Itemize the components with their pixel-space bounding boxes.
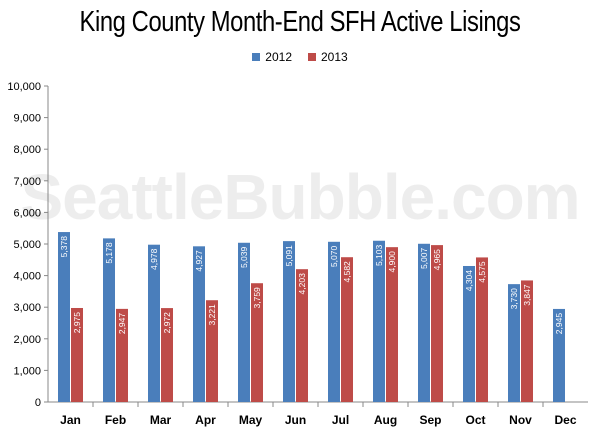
legend-label-2013: 2013 — [321, 50, 348, 64]
y-tick-label: 9,000 — [13, 113, 41, 125]
data-label-2013-nov: 3,847 — [522, 284, 532, 306]
x-tick-label-mar: Mar — [150, 413, 172, 427]
bar-2012-may — [238, 242, 250, 402]
y-tick-label: 2,000 — [13, 334, 41, 346]
legend-label-2012: 2012 — [265, 50, 292, 64]
bar-2013-jun — [296, 269, 308, 402]
legend: 2012 2013 — [0, 50, 600, 64]
bar-2013-aug — [386, 247, 398, 402]
data-label-2013-jan: 2,975 — [72, 312, 82, 334]
x-tick-label-apr: Apr — [195, 413, 216, 427]
data-label-2012-feb: 5,178 — [104, 242, 114, 264]
legend-item-2012: 2012 — [252, 50, 292, 64]
bar-2013-sep — [431, 245, 443, 402]
data-label-2012-mar: 4,978 — [149, 248, 159, 270]
x-tick-label-feb: Feb — [105, 413, 126, 427]
data-label-2013-oct: 4,575 — [477, 261, 487, 283]
bar-2012-apr — [193, 246, 205, 402]
x-tick-label-jun: Jun — [285, 413, 306, 427]
bar-2013-may — [251, 283, 263, 402]
bar-2013-jan — [71, 307, 83, 402]
x-tick-label-nov: Nov — [509, 413, 532, 427]
y-tick-label: 7,000 — [13, 176, 41, 188]
bar-2013-nov — [521, 280, 533, 402]
x-tick-label-may: May — [239, 413, 263, 427]
bar-2012-sep — [418, 243, 430, 402]
y-tick-label: 8,000 — [13, 144, 41, 156]
bar-2012-jun — [283, 241, 295, 402]
bar-2012-nov — [508, 284, 520, 402]
bar-2013-mar — [161, 308, 173, 402]
x-tick-label-aug: Aug — [374, 413, 397, 427]
y-tick-label: 10,000 — [7, 81, 41, 93]
chart-title: King County Month-End SFH Active Lisings — [79, 6, 521, 38]
y-tick-label: 4,000 — [13, 271, 41, 283]
bar-2013-apr — [206, 300, 218, 402]
data-label-2012-nov: 3,730 — [509, 288, 519, 310]
bar-2012-mar — [148, 244, 160, 402]
data-label-2012-dec: 2,945 — [554, 313, 564, 335]
data-label-2013-mar: 2,972 — [162, 312, 172, 334]
data-label-2013-may: 3,759 — [252, 287, 262, 309]
data-label-2012-may: 5,039 — [239, 247, 249, 269]
x-tick-label-dec: Dec — [554, 413, 576, 427]
data-label-2012-oct: 4,304 — [464, 270, 474, 292]
x-tick-label-jan: Jan — [60, 413, 81, 427]
x-tick-label-sep: Sep — [419, 413, 441, 427]
data-label-2012-jun: 5,091 — [284, 245, 294, 267]
data-label-2013-sep: 4,965 — [432, 249, 442, 271]
y-tick-label: 1,000 — [13, 365, 41, 377]
y-tick-label: 0 — [35, 397, 41, 409]
x-tick-label-oct: Oct — [465, 413, 485, 427]
data-label-2013-aug: 4,900 — [387, 251, 397, 273]
data-label-2013-feb: 2,947 — [117, 313, 127, 335]
legend-swatch-2012 — [252, 53, 261, 61]
legend-swatch-2013 — [308, 53, 316, 61]
data-label-2012-apr: 4,927 — [194, 250, 204, 272]
bar-2012-aug — [373, 240, 385, 402]
data-label-2012-jul: 5,070 — [329, 246, 339, 268]
bar-2012-dec — [553, 308, 565, 402]
bar-2012-oct — [463, 265, 475, 402]
data-label-2012-sep: 5,007 — [419, 248, 429, 270]
y-tick-label: 6,000 — [13, 207, 41, 219]
bar-2013-feb — [116, 308, 128, 402]
legend-item-2013: 2013 — [308, 50, 348, 64]
bar-2012-feb — [103, 238, 115, 402]
data-label-2013-jul: 4,582 — [342, 261, 352, 283]
data-label-2013-jun: 4,203 — [297, 273, 307, 295]
bar-2013-jul — [341, 257, 353, 402]
data-label-2013-apr: 3,221 — [207, 304, 217, 326]
data-label-2012-aug: 5,103 — [374, 244, 384, 266]
watermark: SeattleBubble.com — [20, 161, 580, 233]
bar-2012-jan — [58, 232, 70, 402]
data-label-2012-jan: 5,378 — [59, 236, 69, 258]
y-tick-label: 3,000 — [13, 302, 41, 314]
bar-2012-jul — [328, 241, 340, 402]
bar-2013-oct — [476, 257, 488, 402]
y-tick-label: 5,000 — [13, 239, 41, 251]
x-tick-label-jul: Jul — [332, 413, 349, 427]
